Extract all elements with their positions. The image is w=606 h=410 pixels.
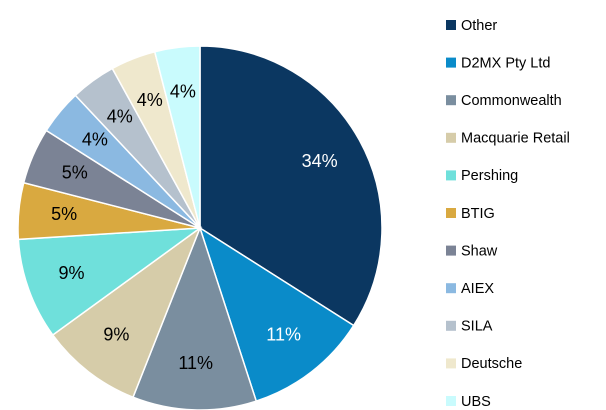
slice-label: 5% xyxy=(51,204,77,224)
legend-label: Macquarie Retail xyxy=(461,131,570,147)
slice-label: 9% xyxy=(59,263,85,283)
legend-label: Deutsche xyxy=(461,356,522,372)
slice-label: 4% xyxy=(107,106,133,126)
legend-swatch xyxy=(446,396,456,406)
pie-slice xyxy=(51,225,202,399)
legend-swatch xyxy=(446,57,456,68)
slice-label: 4% xyxy=(137,90,163,110)
legend-swatch xyxy=(446,245,456,256)
slice-label: 4% xyxy=(82,130,108,150)
legend-label: Shaw xyxy=(461,243,498,259)
pie-slice xyxy=(199,45,383,327)
slice-label: 5% xyxy=(62,163,88,183)
legend-swatch xyxy=(446,132,456,143)
slice-label: 9% xyxy=(103,325,129,345)
slice-label: 34% xyxy=(302,151,338,171)
slice-label: 11% xyxy=(178,353,213,373)
legend-swatch xyxy=(446,358,456,369)
legend-label: Commonwealth xyxy=(461,93,562,109)
slice-label: 4% xyxy=(170,81,196,101)
legend-label: Other xyxy=(461,18,497,34)
legend-swatch xyxy=(446,170,456,181)
legend-label: SILA xyxy=(461,319,493,335)
legend-label: BTIG xyxy=(461,206,495,222)
legend-swatch xyxy=(446,208,456,218)
legend-label: D2MX Pty Ltd xyxy=(461,55,550,71)
slice-label: 11% xyxy=(266,325,301,345)
legend-swatch xyxy=(446,95,456,106)
legend-label: Pershing xyxy=(461,168,518,184)
legend-label: UBS xyxy=(461,394,491,410)
pie-slice xyxy=(17,227,203,337)
legend-label: AIEX xyxy=(461,281,494,297)
pie-slice xyxy=(153,45,201,229)
legend-swatch xyxy=(446,283,456,294)
pie-slice xyxy=(198,226,355,403)
legend-swatch xyxy=(446,20,456,30)
legend-swatch xyxy=(446,320,456,331)
